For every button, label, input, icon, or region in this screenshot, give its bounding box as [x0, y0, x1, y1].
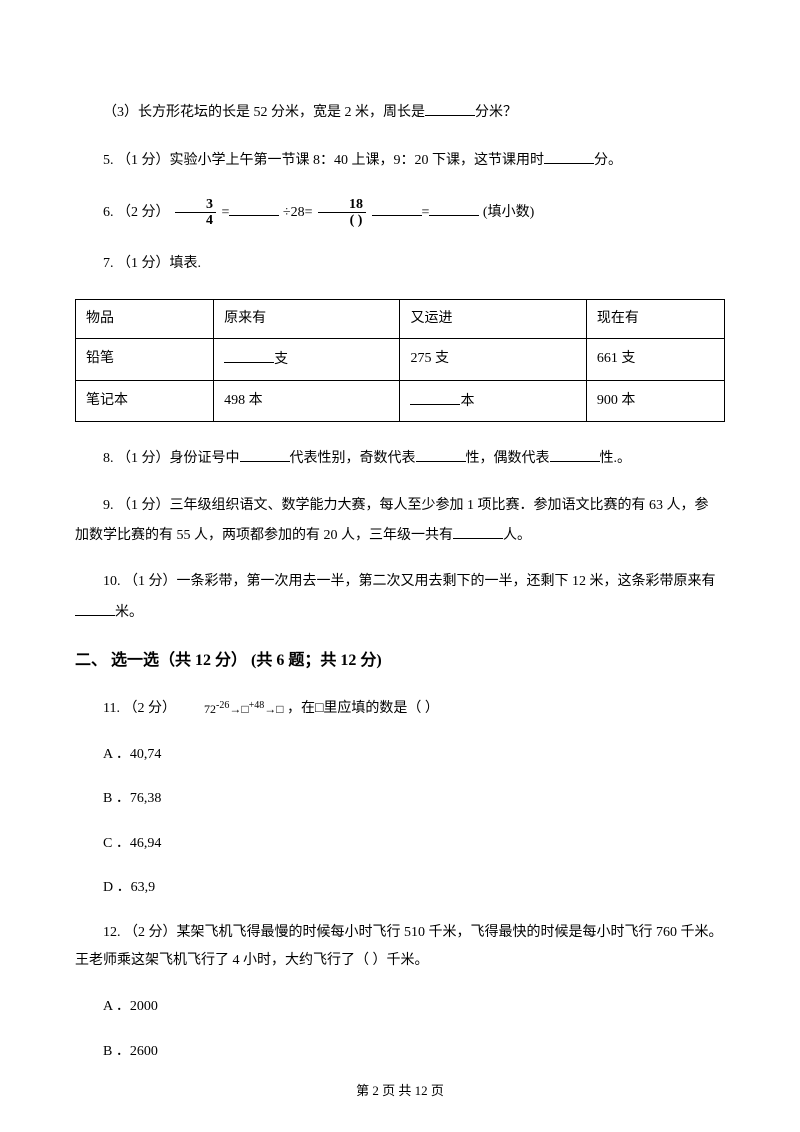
q8-mid2: 性，偶数代表	[466, 451, 550, 466]
table-cell: 铅笔	[76, 339, 214, 380]
option-c[interactable]: C ．46,94	[75, 833, 725, 855]
blank-field[interactable]	[224, 347, 274, 363]
q3-prefix: （3）长方形花坛的长是 52 分米，宽是 2 米，周长是	[103, 105, 425, 120]
q8-suffix: 性.。	[600, 451, 632, 466]
question-12-line2: 王老师乘这架飞机飞行了 4 小时，大约飞行了（ ）千米。	[75, 950, 725, 972]
q8-mid1: 代表性别，奇数代表	[290, 451, 416, 466]
table-header: 现在有	[586, 299, 724, 338]
table-cell: 661 支	[586, 339, 724, 380]
blank-field[interactable]	[75, 600, 115, 616]
question-12-line1: 12. （2 分）某架飞机飞得最慢的时候每小时飞行 510 千米，飞得最快的时候…	[75, 922, 725, 944]
q5-suffix: 分。	[594, 153, 622, 168]
fraction-denominator: ( )	[318, 213, 366, 228]
q6-suffix: (填小数)	[483, 205, 534, 220]
fraction-1: 3 4	[175, 197, 216, 229]
blank-field[interactable]	[550, 446, 600, 462]
blank-field[interactable]	[453, 523, 503, 539]
q8-prefix: 8. （1 分）身份证号中	[103, 451, 240, 466]
question-8: 8. （1 分）身份证号中 代表性别，奇数代表 性，偶数代表 性.。	[75, 446, 725, 470]
q6-eq1: =	[222, 205, 230, 220]
table-cell: 498 本	[214, 380, 400, 421]
cell-suffix: 本	[460, 394, 474, 409]
blank-field[interactable]	[372, 200, 422, 216]
q3-suffix: 分米？	[475, 105, 517, 120]
fraction-numerator: 18	[318, 197, 366, 213]
question-9-line1: 9. （1 分）三年级组织语文、数学能力大赛，每人至少参加 1 项比赛．参加语文…	[75, 495, 725, 517]
q6-prefix: 6. （2 分）	[103, 205, 170, 220]
blank-field[interactable]	[429, 200, 479, 216]
table-cell: 275 支	[400, 339, 586, 380]
table-header-row: 物品 原来有 又运进 现在有	[76, 299, 725, 338]
option-b[interactable]: B ．76,38	[75, 788, 725, 810]
fraction-numerator: 3	[175, 197, 216, 213]
q6-eq2: =	[422, 205, 430, 220]
q10-line1: 10. （1 分）一条彩带，第一次用去一半，第二次又用去剩下的一半，还剩下 12…	[103, 574, 716, 589]
question-11: 11. （2 分）72-26→□+48→□ ，在□里应填的数是（ ）	[75, 698, 725, 720]
question-5: 5. （1 分）实验小学上午第一节课 8：40 上课，9：20 下课，这节课用时…	[75, 148, 725, 172]
table-cell: 支	[214, 339, 400, 380]
q5-prefix: 5. （1 分）实验小学上午第一节课 8：40 上课，9：20 下课，这节课用时	[103, 153, 544, 168]
blank-field[interactable]	[416, 446, 466, 462]
arrow-label-2: +48	[249, 700, 265, 711]
q9-line2-suffix: 人。	[503, 528, 531, 543]
blank-field[interactable]	[425, 100, 475, 116]
table-cell: 900 本	[586, 380, 724, 421]
question-10-line1: 10. （1 分）一条彩带，第一次用去一半，第二次又用去剩下的一半，还剩下 12…	[75, 571, 725, 593]
table-header: 原来有	[214, 299, 400, 338]
arrow-sequence: 72-26→□+48→□	[176, 698, 283, 719]
table-cell: 本	[400, 380, 586, 421]
blank-field[interactable]	[240, 446, 290, 462]
q9-line1: 9. （1 分）三年级组织语文、数学能力大赛，每人至少参加 1 项比赛．参加语文…	[103, 498, 709, 513]
data-table: 物品 原来有 又运进 现在有 铅笔 支 275 支 661 支 笔记本 498 …	[75, 299, 725, 422]
question-10-line2: 米。	[75, 600, 725, 624]
cell-suffix: 支	[274, 352, 288, 367]
q6-div: ÷28=	[283, 205, 313, 220]
question-9-line2: 加数学比赛的有 55 人，两项都参加的有 20 人，三年级一共有 人。	[75, 523, 725, 547]
q12-line2: 王老师乘这架飞机飞行了 4 小时，大约飞行了（ ）千米。	[75, 953, 429, 968]
option-a[interactable]: A ．40,74	[75, 744, 725, 766]
blank-field[interactable]	[229, 200, 279, 216]
table-cell: 笔记本	[76, 380, 214, 421]
q10-suffix: 米。	[115, 605, 143, 620]
table-header: 物品	[76, 299, 214, 338]
question-6: 6. （2 分） 3 4 = ÷28= 18 ( ) = (填小数)	[75, 197, 725, 229]
option-a[interactable]: A ．2000	[75, 996, 725, 1018]
q12-line1: 12. （2 分）某架飞机飞得最慢的时候每小时飞行 510 千米，飞得最快的时候…	[103, 925, 723, 940]
blank-field[interactable]	[410, 389, 460, 405]
arrow-label-1: -26	[216, 700, 229, 711]
table-row: 铅笔 支 275 支 661 支	[76, 339, 725, 380]
question-7: 7. （1 分）填表.	[75, 253, 725, 275]
blank-field[interactable]	[544, 148, 594, 164]
page-footer: 第 2 页 共 12 页	[0, 1081, 800, 1102]
q11-prefix: 11. （2 分）	[103, 701, 176, 716]
table-row: 笔记本 498 本 本 900 本	[76, 380, 725, 421]
table-header: 又运进	[400, 299, 586, 338]
fraction-denominator: 4	[175, 213, 216, 228]
question-3: （3）长方形花坛的长是 52 分米，宽是 2 米，周长是 分米？	[75, 100, 725, 124]
option-b[interactable]: B ．2600	[75, 1041, 725, 1063]
q11-suffix: ，在□里应填的数是（ ）	[283, 701, 438, 716]
seq-start: 72	[204, 702, 216, 716]
section-2-title: 二、 选一选（共 12 分） (共 6 题；共 12 分)	[75, 648, 725, 674]
q9-line2-prefix: 加数学比赛的有 55 人，两项都参加的有 20 人，三年级一共有	[75, 528, 453, 543]
option-d[interactable]: D ．63,9	[75, 877, 725, 899]
fraction-2: 18 ( )	[318, 197, 366, 229]
q7-prefix: 7. （1 分）填表.	[103, 256, 201, 271]
